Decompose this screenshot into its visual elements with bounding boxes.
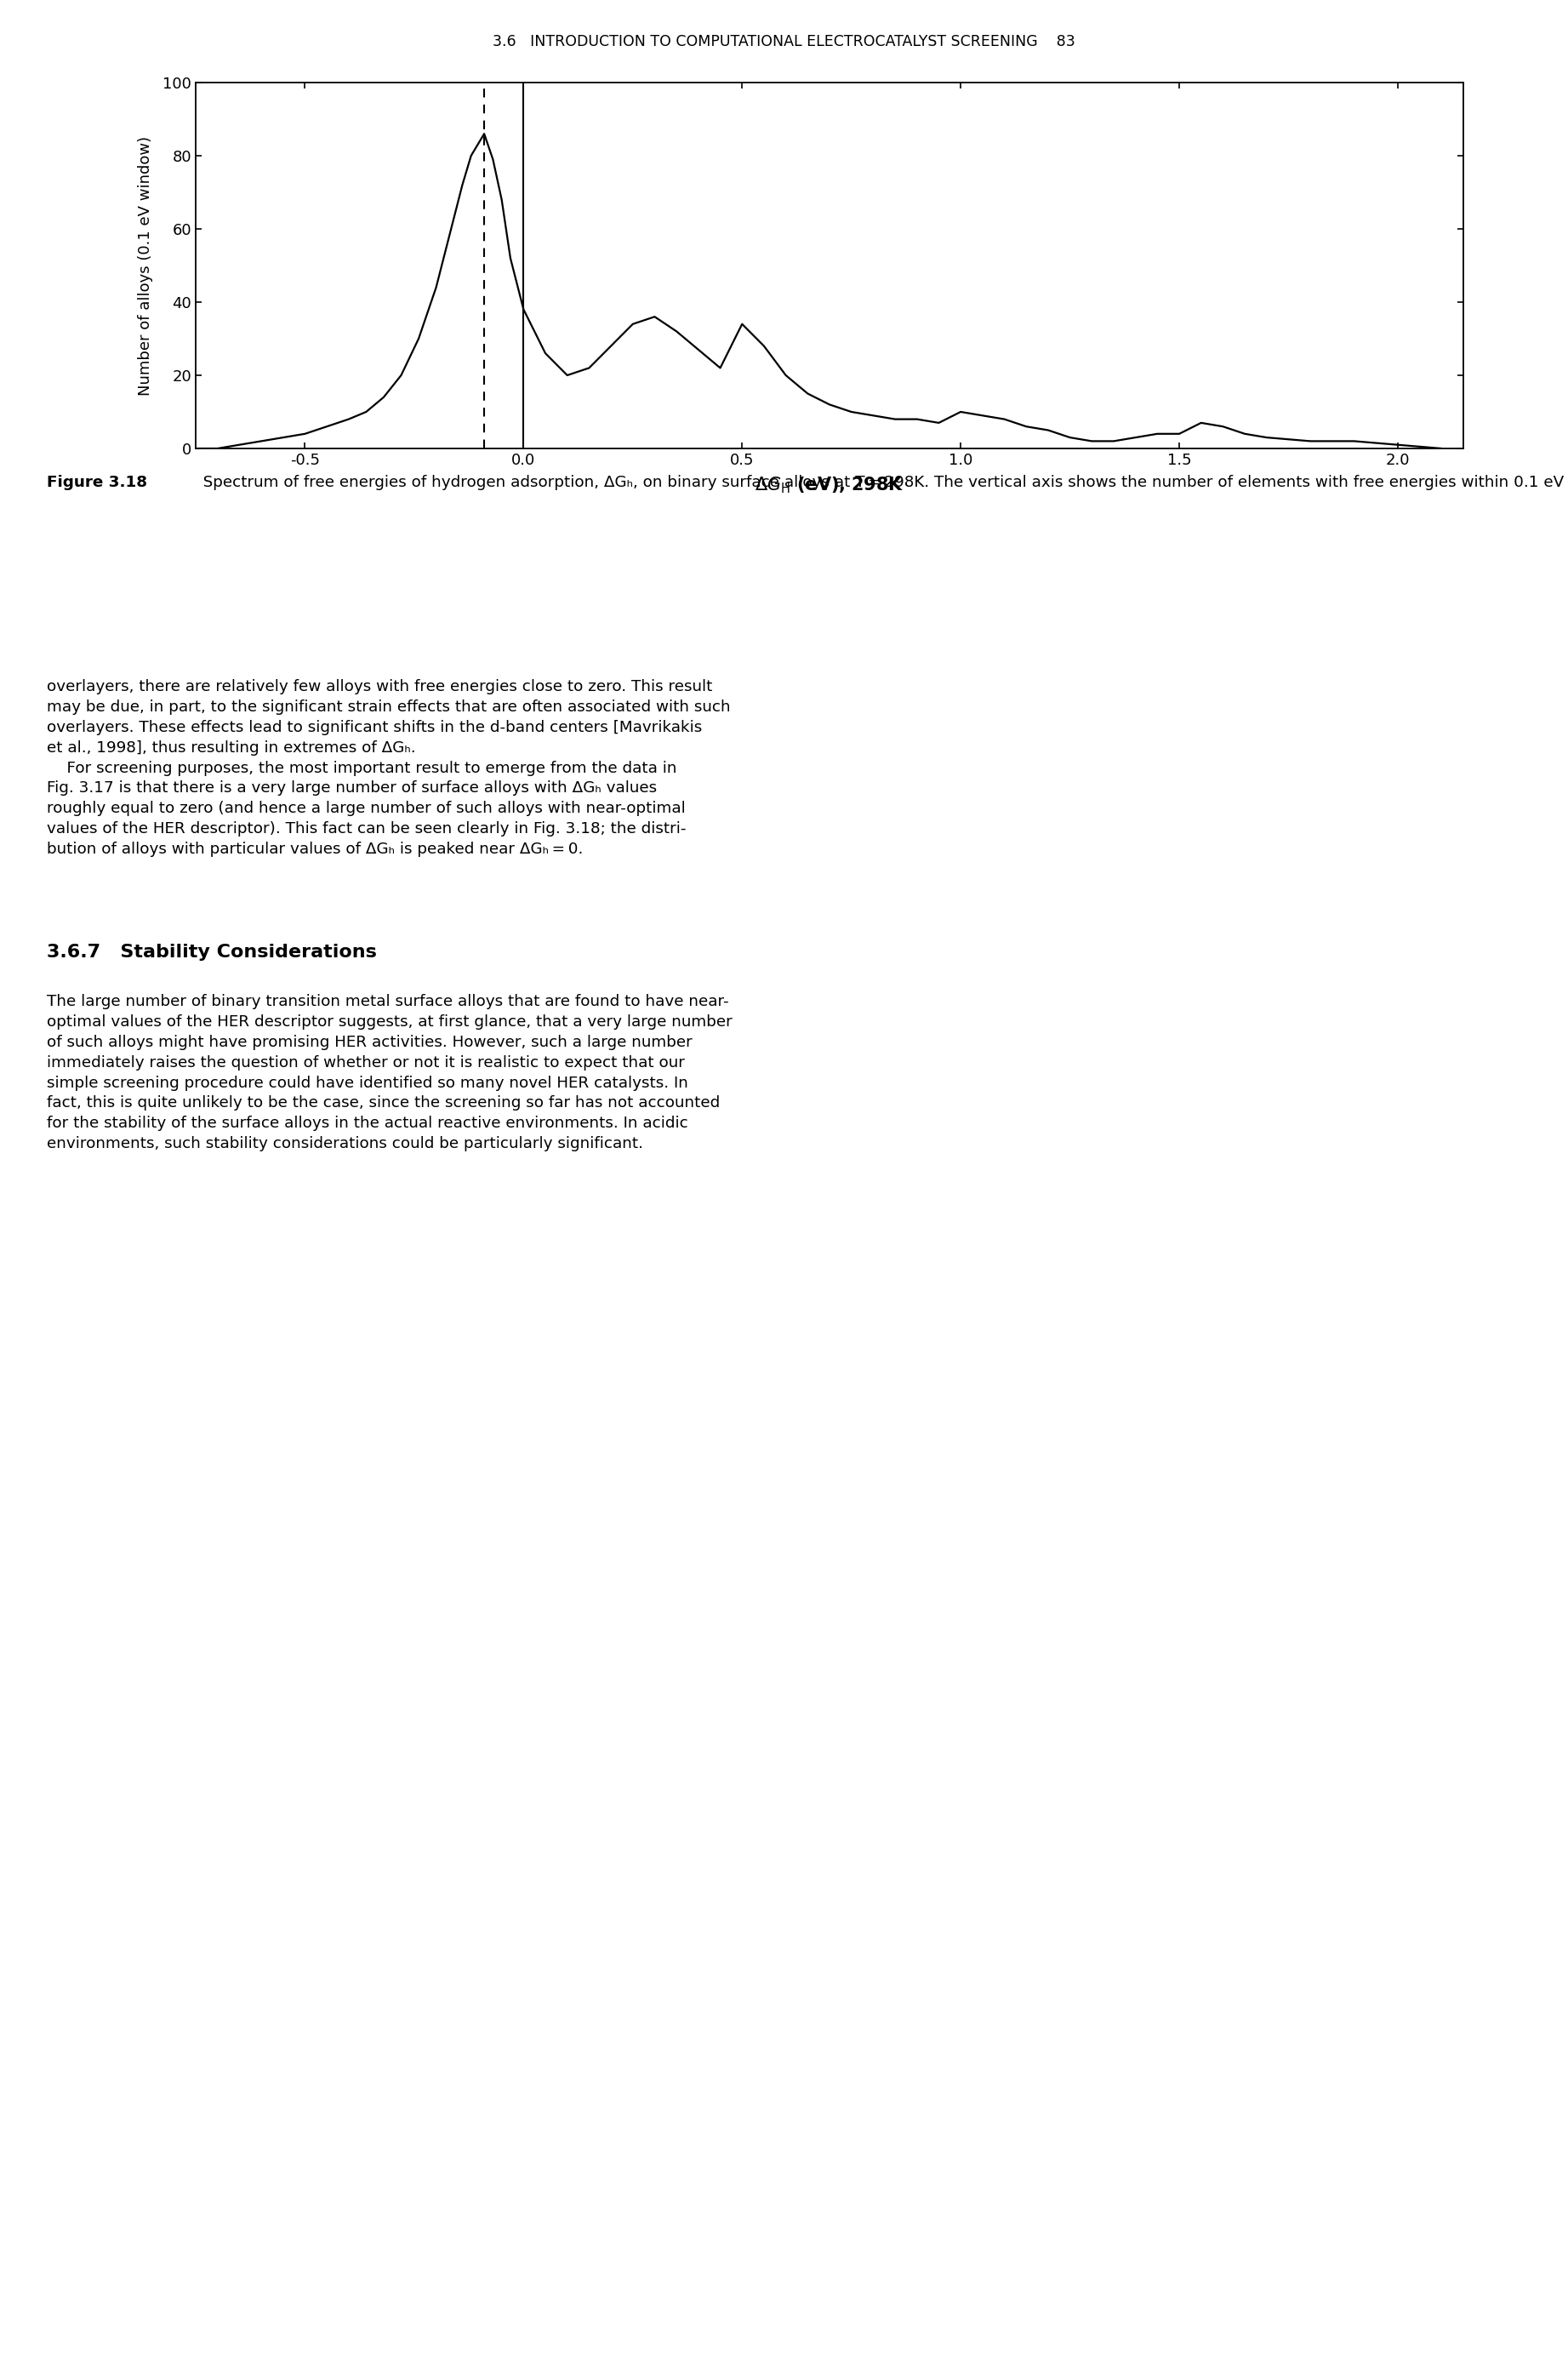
Text: 3.6   INTRODUCTION TO COMPUTATIONAL ELECTROCATALYST SCREENING    83: 3.6 INTRODUCTION TO COMPUTATIONAL ELECTR… xyxy=(492,35,1076,50)
Y-axis label: Number of alloys (0.1 eV window): Number of alloys (0.1 eV window) xyxy=(138,135,154,395)
X-axis label: $\Delta G_\mathrm{H}$ (eV), 298K: $\Delta G_\mathrm{H}$ (eV), 298K xyxy=(754,475,905,494)
Text: 3.6.7   Stability Considerations: 3.6.7 Stability Considerations xyxy=(47,943,376,960)
Text: overlayers, there are relatively few alloys with free energies close to zero. Th: overlayers, there are relatively few all… xyxy=(47,678,731,858)
Text: Spectrum of free energies of hydrogen adsorption, ΔGₕ, on binary surface alloys : Spectrum of free energies of hydrogen ad… xyxy=(188,475,1568,489)
Text: The large number of binary transition metal surface alloys that are found to hav: The large number of binary transition me… xyxy=(47,993,732,1151)
Text: Figure 3.18: Figure 3.18 xyxy=(47,475,147,489)
